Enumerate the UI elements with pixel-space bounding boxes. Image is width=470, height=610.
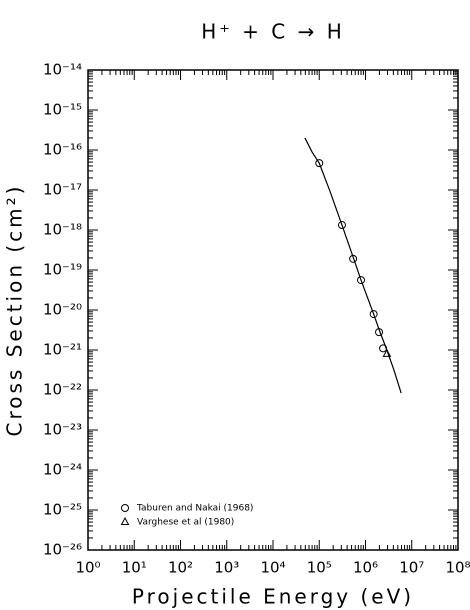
plot-frame <box>87 69 459 551</box>
y-tick-label: 10⁻¹⁹ <box>43 261 82 279</box>
data-point <box>369 310 378 319</box>
y-tick-label: 10⁻¹⁴ <box>43 61 82 79</box>
x-tick-label: 10⁵ <box>307 559 332 577</box>
x-axis-label: Projectile Energy (eV) <box>132 585 414 609</box>
legend-label: Varghese et al (1980) <box>137 518 234 528</box>
legend-marker <box>120 516 130 525</box>
y-tick-label: 10⁻¹⁵ <box>43 101 82 119</box>
y-axis-label: Cross Section (cm²) <box>3 184 27 437</box>
data-point <box>379 344 388 353</box>
y-tick-label: 10⁻²² <box>43 381 82 399</box>
legend-label: Taburen and Nakai (1968) <box>136 504 253 514</box>
data-point <box>315 159 324 168</box>
y-tick-label: 10⁻¹⁷ <box>43 181 82 199</box>
data-point <box>375 328 384 337</box>
x-tick-label: 10⁷ <box>399 559 424 577</box>
chart-title: H⁺ + C → H <box>201 20 345 44</box>
x-tick-label: 10⁴ <box>260 559 285 577</box>
x-tick-label: 10⁰ <box>75 559 100 577</box>
x-tick-label: 10¹ <box>122 559 147 577</box>
y-tick-label: 10⁻¹⁸ <box>43 221 82 239</box>
data-point <box>349 254 358 263</box>
data-point <box>382 348 392 357</box>
x-tick-label: 10² <box>168 559 193 577</box>
y-tick-label: 10⁻¹⁶ <box>43 141 82 159</box>
y-tick-label: 10⁻²⁴ <box>43 461 82 479</box>
y-tick-label: 10⁻²³ <box>43 421 82 439</box>
data-point <box>337 221 346 230</box>
y-tick-label: 10⁻²⁰ <box>43 301 82 319</box>
y-tick-label: 10⁻²⁶ <box>43 541 82 559</box>
y-tick-label: 10⁻²¹ <box>43 341 82 359</box>
legend-marker <box>121 504 129 512</box>
y-tick-label: 10⁻²⁵ <box>43 501 82 519</box>
x-tick-label: 10⁶ <box>353 559 378 577</box>
data-point <box>357 276 366 285</box>
fit-line <box>304 137 402 394</box>
x-tick-label: 10³ <box>214 559 239 577</box>
x-tick-label: 10⁸ <box>445 559 470 577</box>
